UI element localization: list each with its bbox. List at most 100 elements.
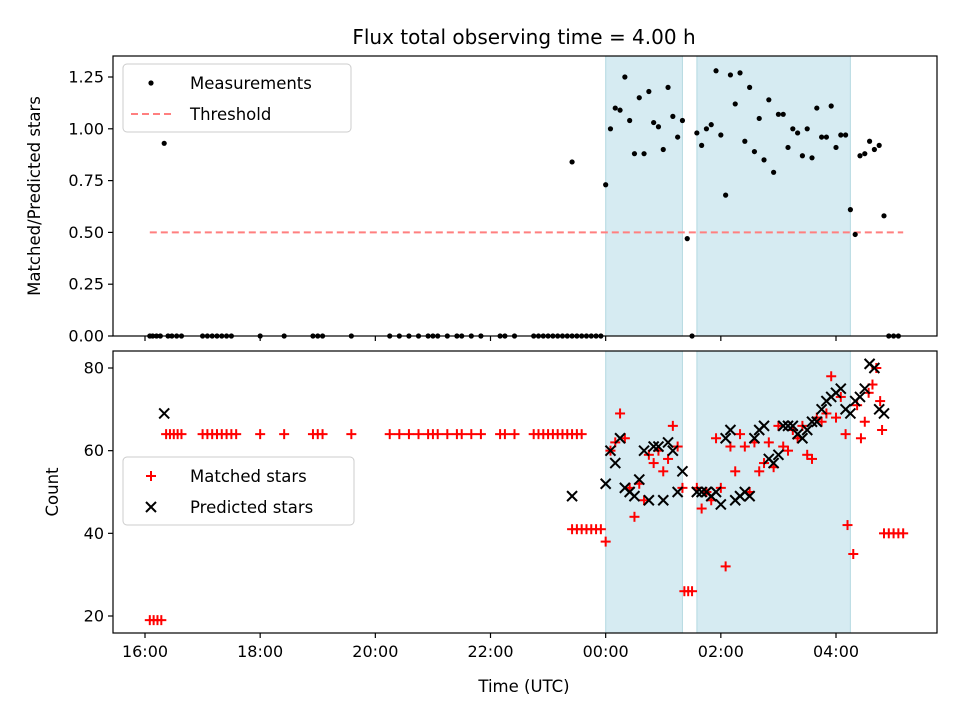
measurement-point xyxy=(775,111,782,117)
matched-star-point xyxy=(687,586,698,597)
matched-star-point xyxy=(231,429,242,440)
bottom-legend: Matched stars Predicted stars xyxy=(122,456,355,526)
top-y-tick-label: 0.25 xyxy=(68,275,104,294)
predicted-star-point xyxy=(724,424,737,436)
matched-star-point xyxy=(735,429,746,440)
measurement-point xyxy=(828,103,834,109)
measurement-point xyxy=(622,74,628,80)
predicted-star-point xyxy=(758,420,770,432)
axis-ticks: 0.00 0.25 0.50 0.75 1.00 1.25 20 40 60 80 16:00 18:… xyxy=(68,68,859,662)
predicted-star-point xyxy=(777,420,789,432)
measurement-point xyxy=(607,126,614,132)
matched-star-point xyxy=(739,441,750,452)
top-chart-title: Flux total observing time = 4.00 h xyxy=(352,25,695,49)
measurement-point xyxy=(780,111,786,117)
legend-label-measurements: Measurements xyxy=(190,74,312,93)
matched-star-point xyxy=(648,458,659,469)
x-tick-label: 16:00 xyxy=(122,642,168,661)
x-tick-label: 20:00 xyxy=(352,642,398,661)
measurement-point xyxy=(631,151,638,157)
measurement-point xyxy=(751,148,758,155)
legend-label-predicted-stars: Predicted stars xyxy=(190,498,313,517)
bottom-plot-frame xyxy=(112,350,938,634)
predicted-star-point xyxy=(604,444,617,457)
top-y-tick-label: 1.00 xyxy=(68,119,104,138)
predicted-star-point xyxy=(609,457,621,469)
matched-star-point xyxy=(509,429,520,440)
predicted-star-point xyxy=(657,494,669,506)
matched-star-point xyxy=(576,429,587,440)
predicted-star-point xyxy=(878,407,890,420)
predicted-star-point xyxy=(801,424,813,436)
predicted-star-point xyxy=(710,486,722,498)
measurement-point xyxy=(771,169,777,175)
measurement-point xyxy=(569,159,575,165)
matched-star-point xyxy=(754,466,765,477)
matched-star-point xyxy=(403,429,414,440)
predicted-star-point xyxy=(695,486,708,498)
measurement-point xyxy=(742,138,748,144)
predicted-star-point xyxy=(671,486,684,498)
legend-label-matched-stars: Matched stars xyxy=(190,467,307,486)
measurement-point xyxy=(881,213,887,219)
matched-star-point xyxy=(875,396,886,407)
measurement-point xyxy=(842,132,849,138)
x-tick-label: 04:00 xyxy=(813,642,859,661)
matched-star-point xyxy=(600,536,611,547)
measurement-point xyxy=(699,142,705,148)
matched-star-point xyxy=(773,420,784,431)
matched-star-point xyxy=(783,445,794,456)
bottom-legend-box xyxy=(122,456,355,526)
bottom-x-axis-label: Time (UTC) xyxy=(477,677,569,696)
measurement-point xyxy=(795,130,801,136)
matched-star-point xyxy=(456,429,467,440)
measurement-point xyxy=(646,88,652,95)
predicted-star-point xyxy=(854,391,866,403)
matched-star-point xyxy=(898,528,909,539)
measurement-point xyxy=(694,130,700,136)
measurement-point xyxy=(679,117,686,124)
measurement-point xyxy=(804,126,810,132)
measurement-point xyxy=(847,207,853,213)
predicted-star-point xyxy=(743,490,756,502)
predicted-star-point xyxy=(767,457,780,469)
predicted-star-point xyxy=(796,432,809,444)
matched-star-point xyxy=(816,416,827,427)
measurement-point xyxy=(866,138,873,144)
measurement-point xyxy=(651,119,657,126)
predicted-star-point xyxy=(772,449,785,461)
top-y-tick-label: 0.00 xyxy=(68,327,104,346)
matched-star-point xyxy=(842,520,853,531)
measurement-point xyxy=(785,144,791,151)
matched-star-point xyxy=(413,429,424,440)
matched-star-point xyxy=(639,495,650,506)
predicted-star-point xyxy=(719,432,732,444)
legend-marker-matched-stars xyxy=(146,471,156,481)
matched-star-point xyxy=(279,429,290,440)
predicted-star-point xyxy=(868,362,881,374)
measurement-point xyxy=(617,107,623,113)
matched-star-point xyxy=(667,420,678,431)
measurement-point xyxy=(761,157,767,163)
matched-star-point xyxy=(658,466,669,477)
matched-star-point xyxy=(595,524,606,535)
measurement-point xyxy=(727,72,734,78)
predicted-star-point xyxy=(652,440,665,453)
measurement-point xyxy=(703,126,710,132)
legend-label-threshold: Threshold xyxy=(189,105,271,124)
predicted-star-point xyxy=(647,440,660,453)
matched-star-point xyxy=(855,433,866,444)
matched-star-point xyxy=(346,429,357,440)
predicted-star-point xyxy=(566,490,578,502)
matched-star-point xyxy=(475,429,486,440)
predicted-star-point xyxy=(715,498,727,511)
measurement-point xyxy=(737,70,743,76)
predicted-star-point xyxy=(787,420,799,432)
measurement-point xyxy=(766,97,772,103)
matched-star-point xyxy=(466,429,477,440)
measurement-point xyxy=(871,146,877,153)
measurement-point xyxy=(790,126,796,132)
matched-star-point xyxy=(720,561,731,572)
measurement-point xyxy=(852,231,858,238)
